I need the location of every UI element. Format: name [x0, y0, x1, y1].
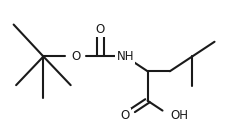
- Text: O: O: [121, 109, 130, 122]
- Text: O: O: [96, 23, 105, 36]
- Text: OH: OH: [170, 109, 188, 122]
- Text: NH: NH: [117, 50, 134, 63]
- Text: O: O: [71, 50, 80, 63]
